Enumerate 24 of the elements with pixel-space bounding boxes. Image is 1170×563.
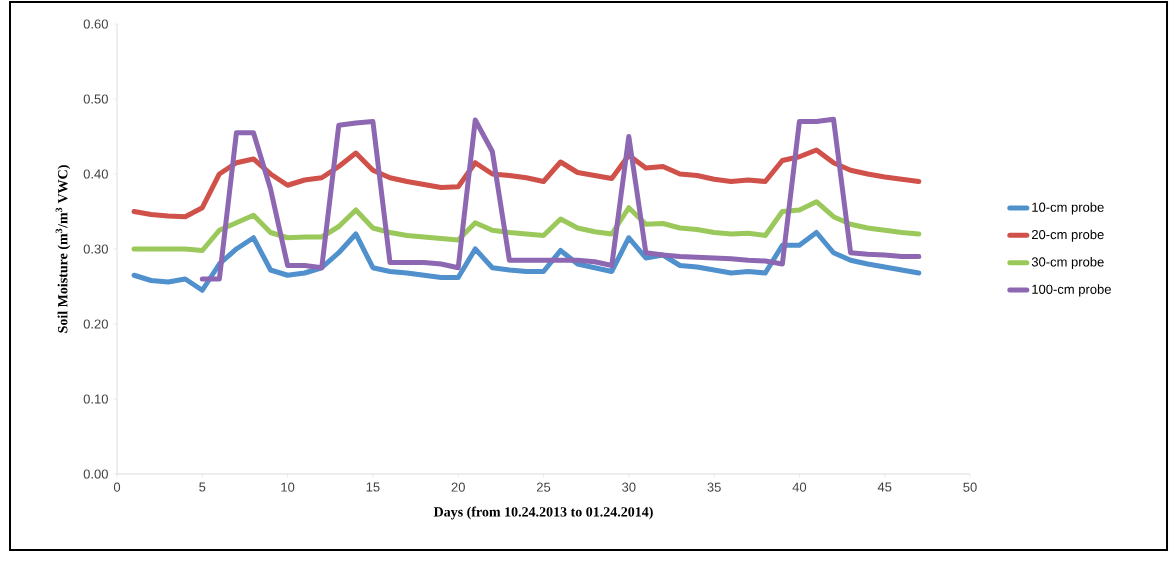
x-tick-label: 20 xyxy=(451,482,465,492)
x-tick-label: 30 xyxy=(622,482,636,492)
x-axis-title: Days (from 10.24.2013 to 01.24.2014) xyxy=(433,506,653,520)
legend-label: 20-cm probe xyxy=(1031,229,1104,242)
y-axis-title: Soil Moisture (m$^{3}$/m$^{3}$ VWC) xyxy=(55,165,71,333)
y-tick-label: 0.30 xyxy=(83,244,108,254)
x-tick-label: 25 xyxy=(536,482,551,492)
x-tick-label: 15 xyxy=(366,482,380,492)
y-tick-label: 0.60 xyxy=(83,19,108,29)
y-tick-label: 0.10 xyxy=(83,394,108,404)
x-tick-label: 35 xyxy=(707,482,721,492)
legend-label: 100-cm probe xyxy=(1032,284,1111,297)
x-tick-label: 0 xyxy=(113,482,121,492)
y-tick-label: 0.00 xyxy=(83,469,108,479)
legend-label: 10-cm probe xyxy=(1032,202,1104,215)
x-tick-label: 45 xyxy=(877,482,892,492)
x-tick-label: 40 xyxy=(792,482,807,492)
x-tick-label: 50 xyxy=(963,482,977,492)
x-tick-label: 5 xyxy=(199,482,206,492)
x-tick-label: 10 xyxy=(281,482,295,492)
legend-label: 30-cm probe xyxy=(1031,256,1104,270)
y-tick-label: 0.40 xyxy=(83,169,108,179)
y-tick-label: 0.20 xyxy=(83,319,108,329)
y-tick-label: 0.50 xyxy=(83,94,108,104)
